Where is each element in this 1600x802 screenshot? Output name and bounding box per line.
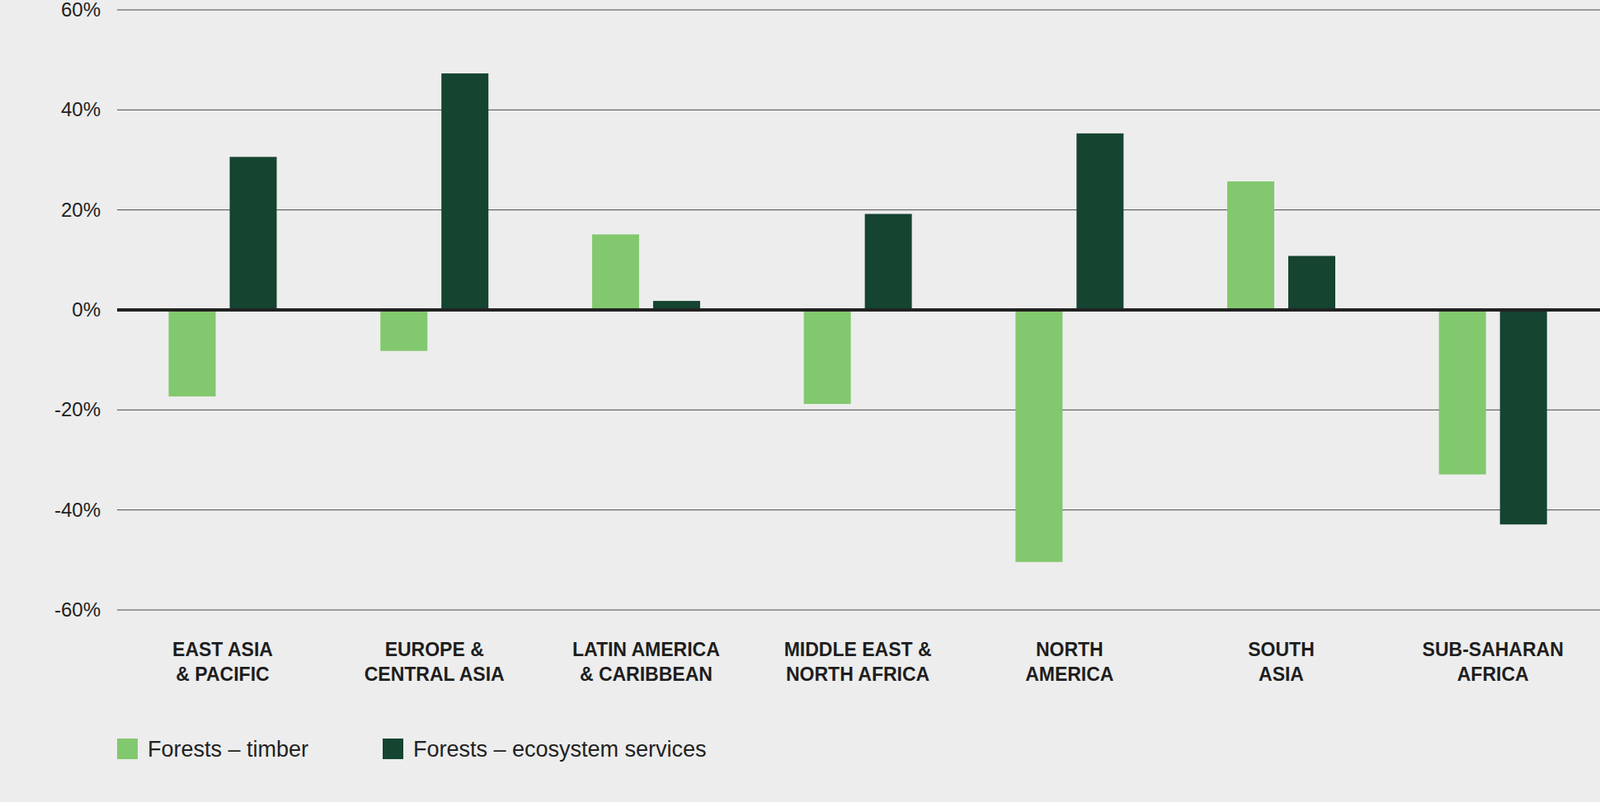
category-label-line: SOUTH (1247, 639, 1315, 661)
bar (1227, 181, 1275, 311)
bar (804, 310, 852, 405)
grid-line (117, 310, 1600, 311)
category-label: MIDDLE EAST &NORTH AFRICA (784, 639, 932, 686)
background (0, 0, 1600, 802)
tick-label: 20% (61, 198, 101, 222)
grid-line (117, 9, 1600, 11)
tick-label: 0% (71, 298, 101, 321)
category-label: EAST ASIA& PACIFIC (172, 639, 273, 686)
category-label-line: LATIN AMERICA (572, 639, 720, 661)
category-label-line: AMERICA (1025, 663, 1114, 686)
tick-label: 60% (61, 0, 101, 21)
category-label-line: EAST ASIA (172, 639, 273, 661)
legend-label: Forests – timber (147, 737, 309, 763)
category-label-line: & CARIBBEAN (579, 663, 713, 686)
bar (1288, 255, 1336, 311)
tick-label: 40% (61, 98, 101, 121)
bar (1439, 310, 1487, 476)
category-label: EUROPE &CENTRAL ASIA (364, 639, 505, 686)
category-label: SUB-SAHARANAFRICA (1422, 639, 1564, 686)
category-label-line: & PACIFIC (175, 663, 269, 686)
bar (380, 310, 428, 352)
grid-line (117, 109, 1600, 111)
category-label-line: NORTH AFRICA (785, 663, 930, 686)
category-label: LATIN AMERICA& CARIBBEAN (572, 639, 720, 686)
category-label-line: NORTH (1035, 639, 1104, 661)
category-label: SOUTHASIA (1247, 639, 1315, 686)
category-label-line: MIDDLE EAST & (784, 639, 932, 661)
legend-swatch (382, 738, 404, 760)
category-label-line: EUROPE & (385, 639, 485, 661)
bar (592, 234, 640, 311)
category-label-line: AFRICA (1457, 663, 1530, 686)
bar (169, 310, 217, 397)
bar (1500, 310, 1548, 525)
category-label-line: SUB-SAHARAN (1422, 639, 1564, 661)
legend-swatch (117, 738, 138, 760)
chart: -60% -40% -20% 0% 20% 40% 60% EAST ASIA& PACIFI… (0, 0, 1600, 802)
bars (169, 73, 1548, 563)
category-label: NORTHAMERICA (1025, 639, 1114, 686)
grid-line (117, 409, 1600, 411)
bar (865, 214, 913, 311)
bar (230, 156, 278, 311)
bar (441, 73, 489, 311)
bar (1015, 310, 1063, 563)
bar (1076, 133, 1124, 311)
grid-line (117, 610, 1600, 612)
category-label-line: ASIA (1258, 663, 1304, 686)
legend-label: Forests – ecosystem services (413, 737, 707, 763)
tick-label: -20% (54, 398, 101, 421)
tick-label: -40% (54, 498, 101, 522)
category-label-line: CENTRAL ASIA (364, 663, 505, 686)
tick-label: -60% (54, 598, 101, 622)
zero-line (117, 308, 1600, 312)
grid-line (117, 509, 1600, 511)
grid-line (117, 209, 1600, 211)
